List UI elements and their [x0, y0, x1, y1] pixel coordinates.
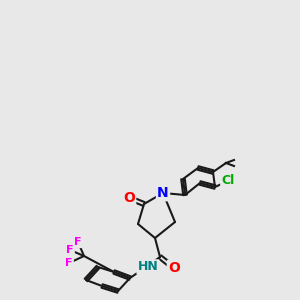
Text: F: F [66, 245, 74, 255]
Text: O: O [168, 261, 180, 275]
Text: F: F [65, 258, 73, 268]
Text: N: N [157, 186, 169, 200]
Text: Cl: Cl [221, 175, 235, 188]
Text: O: O [123, 191, 135, 205]
Text: F: F [74, 237, 82, 247]
Text: HN: HN [138, 260, 158, 274]
